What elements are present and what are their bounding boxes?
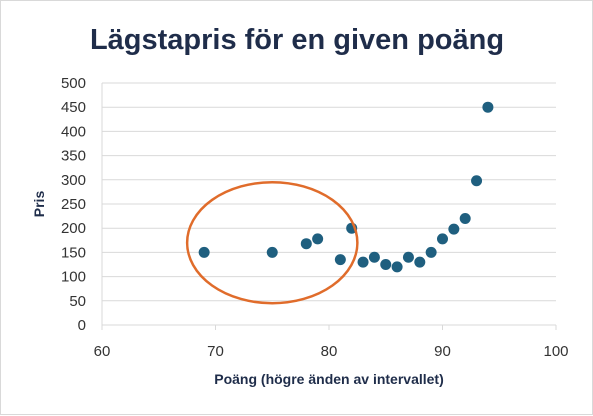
x-tick-label: 100 <box>543 343 568 360</box>
chart-title: Lägstapris för en given poäng <box>90 24 504 56</box>
data-point <box>312 233 324 245</box>
y-tick-label: 200 <box>61 220 86 237</box>
x-tick-label: 60 <box>94 343 111 360</box>
data-points <box>198 101 494 273</box>
x-axis-label: Poäng (högre änden av intervallet) <box>214 371 444 387</box>
annotation <box>185 180 359 305</box>
y-tick-label: 150 <box>61 244 86 261</box>
data-point <box>334 254 346 266</box>
y-tick-label: 250 <box>61 196 86 213</box>
data-point <box>459 213 471 225</box>
y-tick-label: 300 <box>61 172 86 189</box>
data-point <box>437 233 448 245</box>
data-point <box>300 238 312 250</box>
y-tick-label: 350 <box>61 148 86 165</box>
gridlines <box>102 82 556 302</box>
y-tick-label: 50 <box>69 293 86 310</box>
x-tick-label: 90 <box>434 343 451 360</box>
y-tick-label: 500 <box>61 75 86 92</box>
data-point <box>357 256 369 268</box>
data-point <box>198 246 210 258</box>
data-point <box>482 101 494 113</box>
x-tick-label: 80 <box>321 343 338 360</box>
data-point <box>471 175 483 187</box>
data-point <box>368 251 380 263</box>
y-tick-label: 100 <box>61 269 86 286</box>
tick-labels: 0 50 100 150 200 250 300 350 400 450 500 60 70 80 90 10… <box>61 75 569 360</box>
y-axis-label: Pris <box>31 191 47 218</box>
y-tick-label: 400 <box>61 123 86 140</box>
y-tick-label: 450 <box>61 99 86 116</box>
data-point <box>414 256 426 268</box>
data-point <box>425 246 437 258</box>
x-tick-label: 70 <box>207 343 224 360</box>
data-point <box>391 261 403 273</box>
data-point <box>448 223 460 235</box>
data-point <box>380 259 392 270</box>
axes <box>101 83 557 330</box>
data-point <box>266 246 278 258</box>
y-tick-label: 0 <box>78 317 86 334</box>
highlight-ellipse <box>185 180 359 305</box>
data-point <box>402 251 414 263</box>
